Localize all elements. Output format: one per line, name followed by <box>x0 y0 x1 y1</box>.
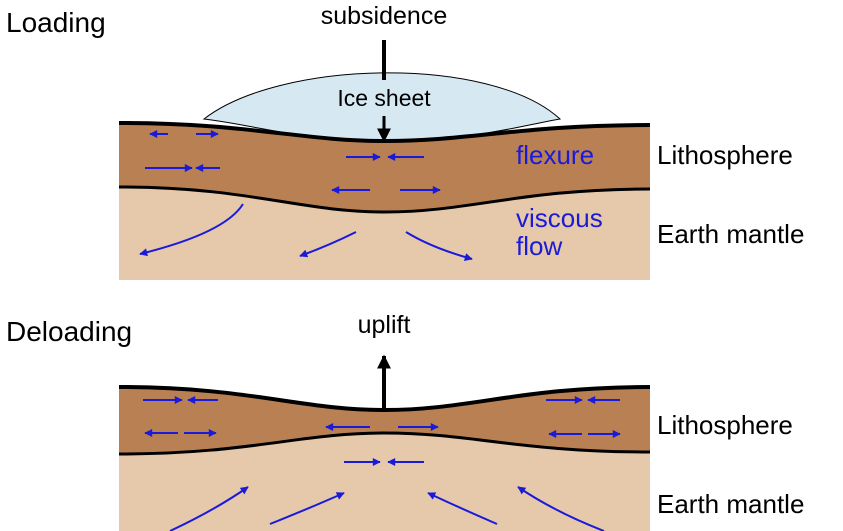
viscous-flow-label-line2: flow <box>516 231 562 261</box>
viscous-flow-arrow <box>269 492 345 525</box>
deloading-lithosphere <box>119 387 650 454</box>
deloading-lithosphere-bottom-line <box>118 431 651 456</box>
loading-lithosphere-bottom-line <box>118 185 651 214</box>
viscous-flow-arrow <box>169 486 249 531</box>
viscous-flow-arrow <box>405 231 473 261</box>
deloading-lithosphere-label: Lithosphere <box>657 410 793 440</box>
loading-viscous-flow-arrows <box>139 203 473 261</box>
deloading-mantle-label: Earth mantle <box>657 489 804 519</box>
deloading-title: Deloading <box>6 316 132 347</box>
subsidence-label: subsidence <box>321 2 447 30</box>
deloading-mantle <box>119 433 650 531</box>
loading-mantle <box>119 187 650 280</box>
viscous-flow-arrow <box>517 486 605 531</box>
viscous-flow-arrow <box>139 203 244 257</box>
flexure-label: flexure <box>516 140 594 170</box>
loading-lithosphere-label: Lithosphere <box>657 140 793 170</box>
loading-title: Loading <box>6 7 106 38</box>
loading-mantle-label: Earth mantle <box>657 219 804 249</box>
viscous-flow-label-line1: viscous <box>516 203 603 233</box>
deloading-viscous-flow-arrows <box>169 486 605 531</box>
deloading-panel: Deloading uplift <box>6 311 804 531</box>
uplift-label: uplift <box>358 311 411 339</box>
loading-flexure-arrows <box>145 130 441 194</box>
loading-panel: Loading subsidence Ice sheet <box>6 2 804 280</box>
loading-lithosphere <box>119 123 650 212</box>
viscous-flow-arrow <box>427 492 498 525</box>
deloading-flexure-arrows <box>143 396 621 466</box>
viscous-flow-arrow <box>299 231 357 258</box>
ice-sheet-label: Ice sheet <box>337 85 431 111</box>
